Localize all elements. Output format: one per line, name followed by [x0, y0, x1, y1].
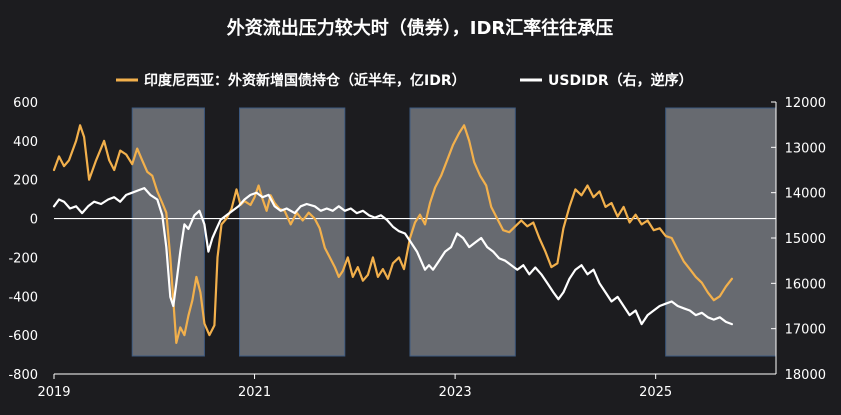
- left-tick-label: 200: [13, 174, 38, 189]
- x-axis: 2019 2021 2023 2025: [37, 373, 776, 400]
- legend: 印度尼西亚：外资新增国债持仓（近半年，亿IDR） USDIDR（右，逆序）: [116, 72, 693, 89]
- x-tick-label: 2023: [439, 385, 472, 400]
- left-tick-label: 600: [13, 96, 38, 111]
- shaded-period-1: [239, 107, 346, 357]
- shaded-periods: [131, 107, 777, 357]
- right-tick-label: 18000: [785, 368, 826, 383]
- x-tick-label: 2021: [238, 385, 271, 400]
- left-tick-label: 0: [30, 213, 38, 228]
- shaded-period-2: [409, 107, 516, 357]
- right-axis: 12000 13000 14000 15000 16000 17000 18000: [771, 96, 826, 383]
- right-tick-label: 13000: [785, 141, 826, 156]
- left-axis: 600 400 200 0 -200 -400 -600 -800: [8, 96, 38, 383]
- x-tick-label: 2019: [37, 385, 70, 400]
- right-tick-label: 16000: [785, 277, 826, 292]
- x-tick-label: 2025: [639, 385, 672, 400]
- left-tick-label: -400: [8, 290, 38, 305]
- series-lines: [52, 124, 734, 344]
- series-line-ina-bond-flow: [52, 124, 734, 344]
- right-tick-label: 14000: [785, 187, 826, 202]
- legend-label-usdidr: USDIDR（右，逆序）: [548, 72, 693, 89]
- right-tick-label: 17000: [785, 323, 826, 338]
- left-tick-label: -600: [8, 329, 38, 344]
- chart-title: 外资流出压力较大时（债券），IDR汇率往往承压: [227, 17, 614, 39]
- left-tick-label: -800: [8, 368, 38, 383]
- left-tick-label: -200: [8, 251, 38, 266]
- left-tick-label: 400: [13, 135, 38, 150]
- series-line-usdidr: [52, 187, 734, 326]
- shaded-period-3: [665, 107, 777, 357]
- right-tick-label: 12000: [785, 96, 826, 111]
- right-tick-label: 15000: [785, 232, 826, 247]
- legend-label-ina-bond-flow: 印度尼西亚：外资新增国债持仓（近半年，亿IDR）: [144, 72, 466, 89]
